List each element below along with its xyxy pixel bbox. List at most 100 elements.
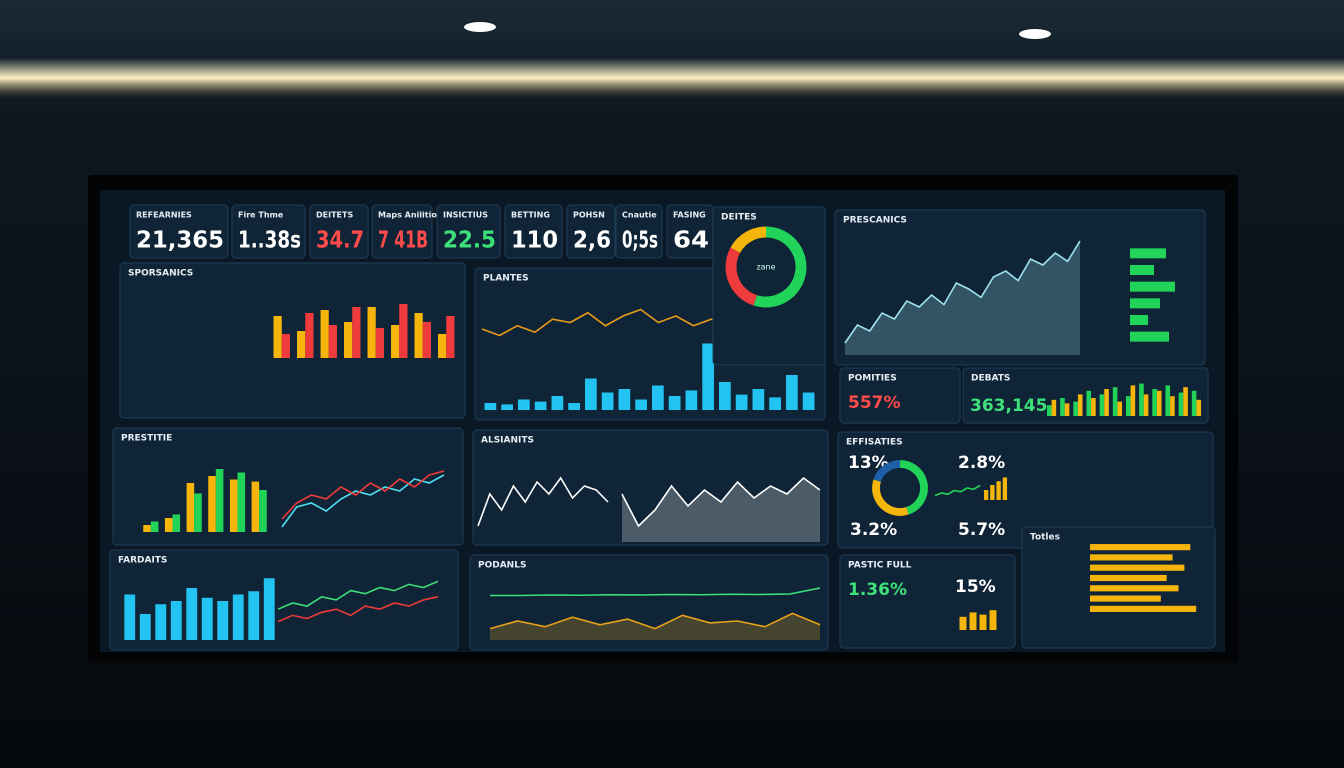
hbar xyxy=(1130,265,1154,275)
stat-value: 15% xyxy=(955,577,996,597)
bar xyxy=(752,389,765,410)
bar xyxy=(618,389,631,410)
bar xyxy=(414,313,423,358)
kpi-value: 1..38s xyxy=(238,228,301,254)
kpi-value: 34.7 xyxy=(316,228,364,254)
bar xyxy=(1191,390,1197,416)
panel-title: POMITIES xyxy=(848,374,897,384)
bar xyxy=(155,604,167,640)
bar xyxy=(297,331,306,358)
area xyxy=(845,241,1080,355)
bar xyxy=(172,514,181,532)
bar xyxy=(248,591,260,640)
bar xyxy=(273,316,282,358)
panel-title: EFFISATIES xyxy=(846,438,903,448)
bar xyxy=(996,481,1001,500)
bar xyxy=(983,490,989,500)
bar xyxy=(232,594,244,640)
bar xyxy=(1156,390,1162,416)
kpi-label: FASING xyxy=(673,211,706,220)
panel-title: PODANLS xyxy=(478,561,526,571)
line xyxy=(490,587,821,597)
bar xyxy=(1143,394,1149,416)
bar xyxy=(501,404,513,410)
stat-value: 13% xyxy=(848,453,889,473)
bar xyxy=(1117,401,1123,416)
bar xyxy=(534,401,547,410)
line xyxy=(934,484,981,497)
panel-title: DEBATS xyxy=(971,374,1010,384)
bar xyxy=(305,313,314,358)
line xyxy=(621,476,821,528)
ceiling-light xyxy=(464,22,496,32)
bar xyxy=(328,325,337,358)
panel-title: PASTIC FULL xyxy=(848,561,912,571)
kpi-tile xyxy=(566,204,616,259)
hbar xyxy=(1090,554,1173,561)
kpi-tile xyxy=(129,204,229,259)
bar xyxy=(164,518,173,532)
hbar xyxy=(1090,564,1185,571)
kpi-label: POHSN xyxy=(573,211,605,220)
kpi-label: REFEARNIES xyxy=(136,211,192,220)
bar xyxy=(229,479,238,532)
kpi-label: INSICTIUS xyxy=(443,211,488,220)
bar xyxy=(1125,396,1131,416)
stat-value: 363,145 xyxy=(970,396,1047,416)
line xyxy=(489,612,821,630)
panel-title: FARDAITS xyxy=(118,556,167,566)
line xyxy=(281,474,445,528)
bar xyxy=(208,476,216,532)
bar xyxy=(989,610,997,630)
hbar xyxy=(1090,585,1179,592)
line xyxy=(277,596,439,623)
bar xyxy=(375,328,384,358)
bar xyxy=(1139,383,1144,416)
bar xyxy=(1152,389,1157,416)
bar xyxy=(1091,398,1096,416)
bar xyxy=(568,403,580,410)
bar xyxy=(1112,387,1118,416)
kpi-value: 110 xyxy=(511,228,558,254)
panel-title: PLANTES xyxy=(483,274,529,284)
panel xyxy=(834,209,1206,366)
panel-title: ALSIANITS xyxy=(481,436,534,446)
hbar xyxy=(1130,248,1166,259)
bar xyxy=(352,307,361,358)
bar xyxy=(186,483,195,532)
hbar xyxy=(1090,595,1161,602)
bar xyxy=(685,390,698,410)
bar xyxy=(170,601,182,640)
bar xyxy=(201,597,213,640)
donut-segment xyxy=(899,460,928,515)
bar xyxy=(1130,385,1136,416)
bar xyxy=(979,614,987,630)
kpi-value: 2,6 xyxy=(573,228,611,254)
line xyxy=(844,240,1081,344)
bar xyxy=(1002,477,1008,500)
bar xyxy=(281,334,290,358)
bar xyxy=(769,397,781,410)
bar xyxy=(969,612,977,630)
bar xyxy=(635,399,647,410)
hbar xyxy=(1090,544,1191,551)
line xyxy=(281,470,445,520)
bar xyxy=(1077,394,1083,416)
bar xyxy=(1104,389,1109,416)
kpi-value: 7 41B xyxy=(378,228,428,254)
donut-label: zane xyxy=(756,263,775,272)
hbar xyxy=(1130,281,1175,292)
hbar xyxy=(1130,331,1169,342)
kpi-label: DEITETS xyxy=(316,211,353,220)
hbar xyxy=(1130,315,1148,325)
bar xyxy=(786,375,798,410)
panel-title: Totles xyxy=(1030,533,1060,543)
donut-segment xyxy=(873,460,901,483)
bar xyxy=(1086,390,1092,416)
bar xyxy=(320,310,329,358)
bar xyxy=(391,325,400,358)
bar xyxy=(601,392,614,410)
bar xyxy=(551,396,564,410)
bar xyxy=(446,316,455,358)
